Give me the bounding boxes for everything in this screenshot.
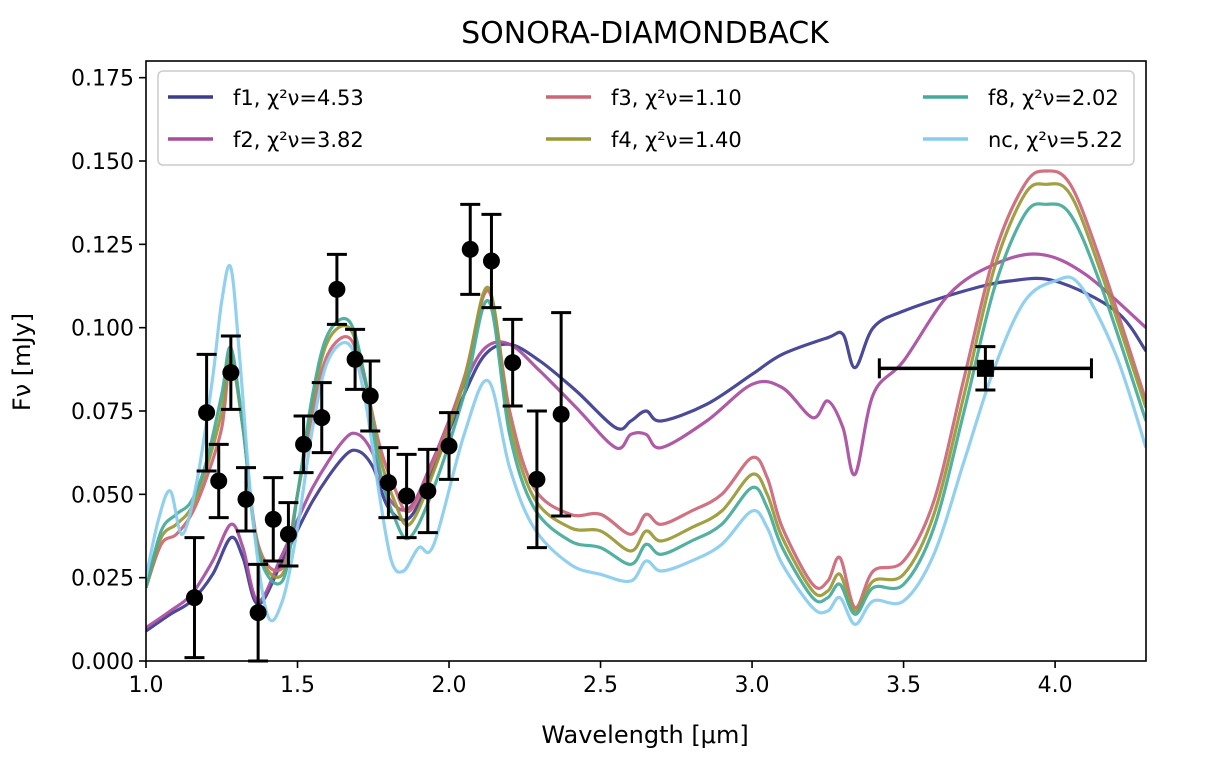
data-point [236, 466, 256, 533]
data-point [378, 446, 399, 520]
point-marker [279, 525, 297, 543]
x-tick-label: 2.5 [583, 673, 618, 698]
y-tick-label: 0.125 [71, 233, 134, 258]
series-line-nc [146, 263, 1146, 626]
legend-entry-f4: f4, χ²ν=1.40 [546, 128, 742, 152]
point-marker [264, 510, 282, 528]
y-axis-label: Fν [mJy] [8, 313, 36, 411]
legend-entry-f2: f2, χ²ν=3.82 [168, 128, 364, 152]
legend-label: f4, χ²ν=1.40 [611, 128, 742, 152]
point-marker [313, 409, 331, 427]
data-point [551, 311, 572, 518]
data-point [460, 202, 481, 296]
x-tick-label: 3.0 [735, 673, 770, 698]
y-tick-label: 0.000 [71, 650, 134, 675]
y-tick-label: 0.150 [71, 150, 134, 175]
data-point [293, 414, 314, 475]
legend: f1, χ²ν=4.53 f2, χ²ν=3.82 f3, χ²ν=1.10 f4, … [157, 70, 1135, 166]
band-point [877, 345, 1093, 392]
data-point [184, 536, 205, 660]
point-marker [185, 589, 203, 607]
data-point [263, 476, 284, 563]
data-point [396, 452, 417, 540]
y-tick-label: 0.100 [71, 317, 134, 342]
legend-entry-nc: nc, χ²ν=5.22 [923, 128, 1123, 152]
plot-frame [145, 60, 1147, 662]
data-point [220, 334, 241, 411]
point-marker [504, 354, 522, 372]
data-point [208, 442, 229, 520]
point-marker [552, 405, 570, 423]
point-marker [198, 404, 216, 422]
point-marker [328, 280, 346, 298]
point-marker [398, 487, 416, 505]
data-point [439, 411, 460, 481]
legend-label: f3, χ²ν=1.10 [611, 86, 742, 110]
legend-label: f2, χ²ν=3.82 [233, 128, 364, 152]
x-tick-label: 1.5 [280, 673, 315, 698]
legend-label: f1, χ²ν=4.53 [233, 86, 364, 110]
data-point [311, 381, 332, 455]
data-point [326, 252, 347, 326]
data-point [278, 501, 299, 568]
data-point [345, 327, 366, 391]
band-marker [976, 359, 994, 377]
point-marker [210, 472, 228, 490]
legend-entry-f1: f1, χ²ν=4.53 [168, 86, 364, 110]
data-point [417, 447, 438, 535]
chart-title: SONORA-DIAMONDBACK [461, 16, 830, 51]
point-marker [440, 437, 458, 455]
point-marker [528, 470, 546, 488]
y-tick-label: 0.075 [71, 400, 134, 425]
legend-box [157, 70, 1135, 166]
data-point [502, 317, 523, 408]
point-marker [222, 364, 240, 382]
legend-entry-f3: f3, χ²ν=1.10 [546, 86, 742, 110]
data-points [184, 202, 1093, 663]
axes: 1.0 1.5 2.0 2.5 3.0 3.5 4.0 0.000 0.025 0.050 0.07… [71, 60, 1147, 698]
point-marker [482, 252, 500, 270]
data-point [196, 352, 217, 473]
x-tick-label: 2.0 [432, 673, 467, 698]
point-marker [346, 350, 364, 368]
y-tick-label: 0.025 [71, 567, 134, 592]
legend-entry-f8: f8, χ²ν=2.02 [923, 86, 1119, 110]
point-marker [249, 604, 267, 622]
point-marker [237, 490, 255, 508]
point-marker [361, 387, 379, 405]
data-point [360, 359, 381, 433]
x-tick-label: 1.0 [129, 673, 164, 698]
x-axis-label: Wavelength [μm] [541, 721, 748, 749]
y-tick-label: 0.175 [71, 67, 134, 92]
legend-label: f8, χ²ν=2.02 [988, 86, 1119, 110]
y-tick-label: 0.050 [71, 483, 134, 508]
point-marker [379, 474, 397, 492]
x-tick-label: 3.5 [886, 673, 921, 698]
point-marker [419, 482, 437, 500]
data-point [481, 212, 502, 310]
legend-label: nc, χ²ν=5.22 [988, 128, 1123, 152]
point-marker [461, 240, 479, 258]
point-marker [295, 435, 313, 453]
x-tick-label: 4.0 [1038, 673, 1073, 698]
data-point [526, 409, 547, 550]
